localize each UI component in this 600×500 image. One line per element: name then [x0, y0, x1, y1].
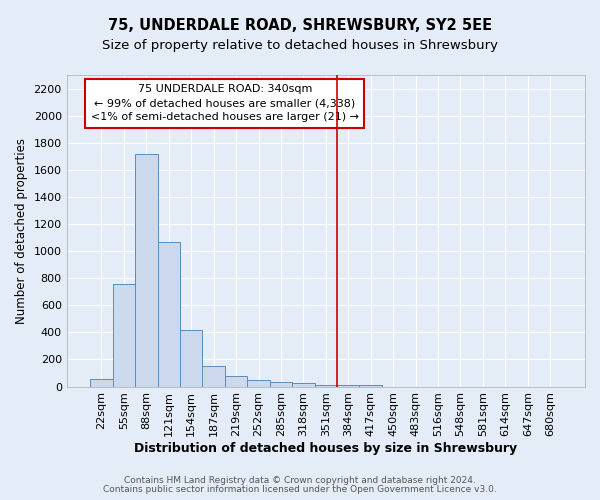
- Bar: [247, 380, 270, 386]
- Bar: [113, 284, 135, 387]
- Text: 75, UNDERDALE ROAD, SHREWSBURY, SY2 5EE: 75, UNDERDALE ROAD, SHREWSBURY, SY2 5EE: [108, 18, 492, 32]
- Bar: [90, 379, 113, 386]
- Text: Contains public sector information licensed under the Open Government Licence v3: Contains public sector information licen…: [103, 485, 497, 494]
- Bar: [314, 384, 337, 386]
- Bar: [225, 376, 247, 386]
- Bar: [292, 383, 314, 386]
- Bar: [337, 384, 359, 386]
- Bar: [135, 154, 158, 386]
- Bar: [270, 382, 292, 386]
- Bar: [359, 384, 382, 386]
- Text: 75 UNDERDALE ROAD: 340sqm
← 99% of detached houses are smaller (4,338)
<1% of se: 75 UNDERDALE ROAD: 340sqm ← 99% of detac…: [91, 84, 359, 122]
- Bar: [158, 242, 180, 386]
- Text: Contains HM Land Registry data © Crown copyright and database right 2024.: Contains HM Land Registry data © Crown c…: [124, 476, 476, 485]
- Bar: [180, 330, 202, 386]
- Text: Size of property relative to detached houses in Shrewsbury: Size of property relative to detached ho…: [102, 39, 498, 52]
- Bar: [202, 366, 225, 386]
- X-axis label: Distribution of detached houses by size in Shrewsbury: Distribution of detached houses by size …: [134, 442, 517, 455]
- Y-axis label: Number of detached properties: Number of detached properties: [15, 138, 28, 324]
